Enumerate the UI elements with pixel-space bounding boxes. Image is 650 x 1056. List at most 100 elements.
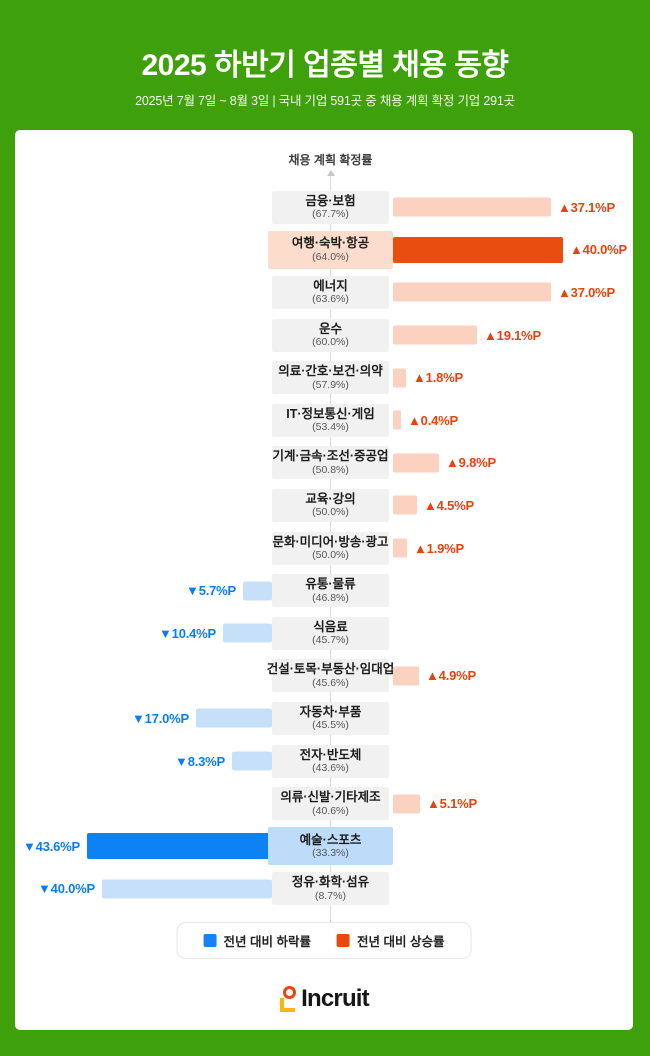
row-rate: (45.6%) [312, 676, 349, 689]
delta-bar [393, 538, 407, 558]
row-label-box: 기계·금속·조선·중공업 (50.8%) [272, 446, 389, 480]
delta-label: ▲4.9%P [426, 668, 476, 684]
delta-bar [102, 879, 272, 899]
row-rate: (8.7%) [315, 889, 346, 902]
row-label-box: 유통·물류 (46.8%) [272, 574, 389, 608]
chart-row: ▼5.7%P 유통·물류 (46.8%) [15, 569, 633, 612]
delta-bar [393, 410, 401, 430]
delta-label: ▲40.0%P [570, 242, 627, 258]
row-label-box: 의류·신발·기타제조 (40.6%) [272, 787, 389, 821]
row-rate: (57.9%) [312, 378, 349, 391]
delta-bar [243, 581, 272, 601]
incruit-logo-glyph-icon [279, 985, 299, 1014]
logo-text: Incruit [301, 985, 370, 1012]
row-name: 문화·미디어·방송·광고 [272, 534, 389, 549]
delta-label: ▼40.0%P [38, 881, 95, 897]
row-label-box: 건설·토목·부동산·임대업 (45.6%) [267, 659, 394, 693]
chart-row: ▲5.1%P 의류·신발·기타제조 (40.6%) [15, 782, 633, 825]
row-label-box: 여행·숙박·항공 (64.0%) [268, 230, 393, 269]
delta-bar [393, 325, 477, 345]
delta-label: ▼5.7%P [186, 583, 236, 599]
row-name: 의류·신발·기타제조 [280, 790, 381, 805]
row-rate: (45.5%) [312, 719, 349, 732]
delta-bar [232, 751, 272, 771]
chart-row: ▲37.0%P 에너지 (63.6%) [15, 271, 633, 314]
row-name: 정유·화학·섬유 [291, 875, 370, 890]
row-label-box: 예술·스포츠 (33.3%) [268, 827, 393, 866]
row-name: 에너지 [313, 279, 348, 294]
delta-bar [393, 368, 406, 388]
row-name: 의료·간호·보건·의약 [278, 364, 383, 379]
chart-row: ▲37.1%P 금융·보험 (67.7%) [15, 186, 633, 229]
row-name: 교육·강의 [305, 491, 356, 506]
chart-row: ▲9.8%P 기계·금속·조선·중공업 (50.8%) [15, 442, 633, 485]
row-name: 자동차·부품 [299, 704, 362, 719]
chart-row: ▼8.3%P 전자·반도체 (43.6%) [15, 740, 633, 783]
delta-label: ▼17.0%P [132, 710, 189, 726]
delta-label: ▼10.4%P [159, 625, 216, 641]
row-label-box: IT·정보통신·게임 (53.4%) [272, 403, 389, 437]
row-rate: (60.0%) [312, 335, 349, 348]
chart-row: ▲4.5%P 교육·강의 (50.0%) [15, 484, 633, 527]
row-label-box: 문화·미디어·방송·광고 (50.0%) [272, 531, 389, 565]
row-name: 식음료 [313, 619, 348, 634]
delta-bar [393, 495, 417, 515]
row-label-box: 금융·보험 (67.7%) [272, 190, 389, 224]
chart-row: ▲19.1%P 운수 (60.0%) [15, 314, 633, 357]
delta-label: ▲0.4%P [408, 412, 458, 428]
page-subtitle: 2025년 7월 7일 ~ 8월 3일 | 국내 기업 591곳 중 채용 계획… [135, 94, 515, 108]
row-label-box: 교육·강의 (50.0%) [272, 488, 389, 522]
logo-l-icon [280, 997, 296, 1012]
delta-bar [393, 794, 420, 814]
delta-label: ▲9.8%P [446, 455, 496, 471]
chart-row: ▲1.8%P 의료·간호·보건·의약 (57.9%) [15, 356, 633, 399]
row-label-box: 운수 (60.0%) [272, 318, 389, 352]
delta-bar [393, 236, 563, 263]
delta-label: ▼43.6%P [23, 838, 80, 854]
chart-row: ▼40.0%P 정유·화학·섬유 (8.7%) [15, 868, 633, 911]
row-label-box: 에너지 (63.6%) [272, 275, 389, 309]
row-label-box: 전자·반도체 (43.6%) [272, 744, 389, 778]
row-rate: (46.8%) [312, 591, 349, 604]
row-rate: (64.0%) [312, 250, 349, 263]
chart-row: ▲1.9%P 문화·미디어·방송·광고 (50.0%) [15, 527, 633, 570]
axis-label: 채용 계획 확정률 [288, 153, 373, 167]
row-label-box: 정유·화학·섬유 (8.7%) [272, 872, 389, 906]
delta-bar [393, 197, 551, 217]
row-rate: (50.8%) [312, 463, 349, 476]
row-name: IT·정보통신·게임 [286, 406, 375, 421]
delta-label: ▲37.1%P [558, 199, 615, 215]
row-rate: (53.4%) [312, 421, 349, 434]
row-label-box: 식음료 (45.7%) [272, 616, 389, 650]
row-name: 건설·토목·부동산·임대업 [266, 662, 395, 677]
row-rate: (33.3%) [312, 847, 349, 860]
row-label-box: 의료·간호·보건·의약 (57.9%) [272, 361, 389, 395]
chart-card: 채용 계획 확정률 ▲37.1%P 금융·보험 (67.7%) ▲40.0%P … [15, 130, 633, 1030]
legend-label: 전년 대비 상승률 [357, 935, 445, 949]
chart-row: ▲0.4%P IT·정보통신·게임 (53.4%) [15, 399, 633, 442]
row-name: 전자·반도체 [299, 747, 362, 762]
legend-label: 전년 대비 하락률 [223, 935, 311, 949]
legend-item-increase: 전년 대비 상승률 [337, 931, 444, 950]
delta-bar [87, 833, 272, 860]
row-name: 금융·보험 [305, 193, 356, 208]
incruit-logo: Incruit [15, 980, 633, 1018]
delta-label: ▲1.9%P [414, 540, 464, 556]
row-rate: (43.6%) [312, 761, 349, 774]
legend-swatch-orange-icon [337, 934, 350, 947]
row-rate: (45.7%) [312, 634, 349, 647]
chart-rows: ▲37.1%P 금융·보험 (67.7%) ▲40.0%P 여행·숙박·항공 (… [15, 186, 633, 910]
legend: 전년 대비 하락률 전년 대비 상승률 [176, 922, 472, 959]
chart-row: ▼43.6%P 예술·스포츠 (33.3%) [15, 825, 633, 868]
delta-bar [393, 282, 551, 302]
delta-label: ▲1.8%P [413, 370, 463, 386]
legend-item-decline: 전년 대비 하락률 [203, 931, 311, 950]
chart-row: ▲4.9%P 건설·토목·부동산·임대업 (45.6%) [15, 655, 633, 698]
row-rate: (50.0%) [312, 548, 349, 561]
row-name: 운수 [318, 321, 342, 336]
delta-label: ▲5.1%P [427, 796, 477, 812]
row-rate: (67.7%) [312, 208, 349, 221]
chart-row: ▼10.4%P 식음료 (45.7%) [15, 612, 633, 655]
delta-bar [223, 623, 272, 643]
chart-row: ▲40.0%P 여행·숙박·항공 (64.0%) [15, 229, 633, 272]
